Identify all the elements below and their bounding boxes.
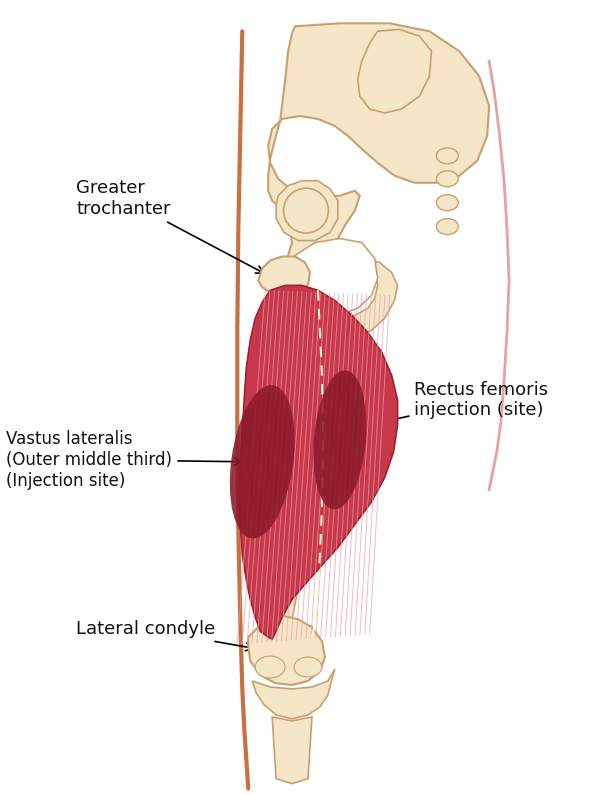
Ellipse shape (255, 656, 285, 678)
Text: Vastus lateralis
(Outer middle third)
(Injection site): Vastus lateralis (Outer middle third) (I… (6, 430, 242, 490)
Polygon shape (239, 285, 398, 639)
Polygon shape (258, 257, 310, 297)
Polygon shape (276, 180, 338, 241)
Ellipse shape (284, 188, 328, 233)
Ellipse shape (230, 385, 295, 538)
Ellipse shape (436, 148, 458, 164)
Polygon shape (248, 616, 325, 685)
Text: Lateral condyle: Lateral condyle (76, 620, 254, 651)
Text: Greater
trochanter: Greater trochanter (76, 180, 264, 273)
Polygon shape (268, 23, 489, 325)
Ellipse shape (436, 195, 458, 211)
Ellipse shape (314, 370, 367, 510)
Polygon shape (357, 29, 431, 113)
Polygon shape (310, 258, 398, 342)
Polygon shape (254, 296, 314, 639)
Text: Rectus femoris
injection (site): Rectus femoris injection (site) (342, 381, 548, 433)
Ellipse shape (436, 171, 458, 187)
Polygon shape (272, 717, 312, 784)
Ellipse shape (294, 657, 322, 677)
Polygon shape (253, 669, 335, 719)
Polygon shape (288, 238, 378, 316)
Ellipse shape (436, 219, 458, 235)
